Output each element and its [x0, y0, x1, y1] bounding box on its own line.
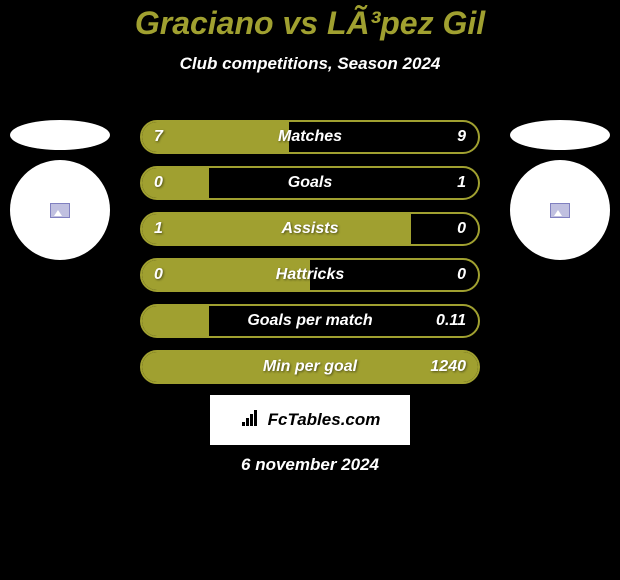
stat-label: Goals per match [247, 312, 372, 330]
stat-row: 0 Hattricks 0 [140, 258, 480, 292]
header: Graciano vs LÃ³pez Gil Club competitions… [0, 0, 620, 74]
ellipse-decoration [510, 120, 610, 150]
player-left-avatar [10, 120, 110, 260]
stat-label: Hattricks [276, 266, 344, 284]
stat-label: Goals [288, 174, 332, 192]
branding-box: FcTables.com [210, 395, 410, 445]
stats-container: 7 Matches 9 0 Goals 1 1 Assists 0 0 Hattricks 0 Goal… [140, 120, 480, 396]
date-label: 6 november 2024 [241, 455, 379, 475]
image-placeholder-icon [50, 203, 70, 218]
stat-row: Min per goal 1240 [140, 350, 480, 384]
player-image-left [10, 160, 110, 260]
stat-right-value: 1 [457, 174, 466, 192]
stat-right-value: 1240 [430, 358, 466, 376]
player-right-avatar [510, 120, 610, 260]
stat-right-value: 0 [457, 266, 466, 284]
page-subtitle: Club competitions, Season 2024 [0, 54, 620, 74]
stat-left-value: 0 [154, 174, 163, 192]
stat-row: 0 Goals 1 [140, 166, 480, 200]
stat-fill-left [142, 306, 209, 336]
stat-right-value: 9 [457, 128, 466, 146]
stat-label: Assists [282, 220, 339, 238]
chart-icon [240, 408, 262, 433]
stat-row: Goals per match 0.11 [140, 304, 480, 338]
stat-left-value: 7 [154, 128, 163, 146]
stat-fill-left [142, 214, 411, 244]
stat-right-value: 0.11 [436, 312, 466, 330]
stat-left-value: 0 [154, 266, 163, 284]
page-title: Graciano vs LÃ³pez Gil [0, 5, 620, 42]
stat-label: Min per goal [263, 358, 357, 376]
image-placeholder-icon [550, 203, 570, 218]
brand-text: FcTables.com [268, 410, 381, 430]
stat-row: 1 Assists 0 [140, 212, 480, 246]
stat-row: 7 Matches 9 [140, 120, 480, 154]
stat-fill-left [142, 122, 289, 152]
stat-fill-left [142, 168, 209, 198]
stat-label: Matches [278, 128, 342, 146]
ellipse-decoration [10, 120, 110, 150]
stat-right-value: 0 [457, 220, 466, 238]
stat-left-value: 1 [154, 220, 163, 238]
player-image-right [510, 160, 610, 260]
